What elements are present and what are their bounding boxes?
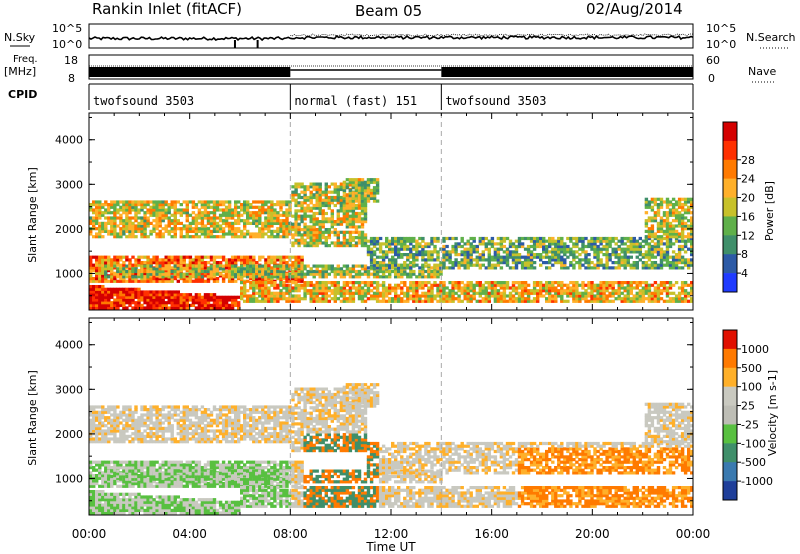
nave-label: Nave [748,65,776,78]
x-axis-ticks: 00:00 04:00 08:00 12:00 16:00 20:00 00:00 [72,113,711,541]
velocity-axes: 1000 2000 3000 4000 [55,321,693,502]
frequency-trace [89,65,693,77]
x-tick-label: 04:00 [172,527,207,541]
cpid-row: twofsound 3503 normal (fast) 151 twofsound… [88,84,694,110]
freq-band-1 [89,67,291,77]
colorbar-swatch [723,122,737,142]
beam-title: Beam 05 [355,2,422,20]
x-tick-label: 20:00 [575,527,610,541]
y-tick-label: 1000 [55,267,83,280]
x-tick-label: 08:00 [273,527,308,541]
colorbar-tick: 28 [741,154,755,167]
colorbar-swatch [723,348,737,369]
colorbar-swatch [723,330,737,350]
colorbar-tick: 4 [741,267,748,280]
y-tick-label: 3000 [55,178,83,191]
colorbar-tick: 12 [741,229,755,242]
x-axis-label: Time UT [365,540,416,554]
cpid-segment-2: twofsound 3503 [445,94,546,108]
noise-tick-top-right: 10^5 [706,22,736,35]
colorbar-tick: -1000 [741,475,773,488]
y-tick-label: 2000 [55,428,83,441]
velocity-colorbar: 1000 500 100 25 -25 -100 -500 -1000 [722,329,773,501]
nsky-trace [88,34,694,42]
colorbar-tick: 16 [741,210,755,223]
cpid-segment-1: normal (fast) 151 [294,94,417,108]
power-heatmap-cells [89,113,694,310]
x-tick-label: 12:00 [374,527,409,541]
noise-tick-bottom-right: 10^0 [706,38,736,51]
cpid-label: CPID [8,88,37,101]
colorbar-tick: 100 [741,381,762,394]
colorbar-swatch [723,178,737,198]
colorbar-swatch [723,405,737,425]
nsearch-label: N.Search [746,31,796,44]
colorbar-tick: -100 [741,437,766,450]
colorbar-tick: 25 [741,400,755,413]
power-colorbar: 4 8 12 16 20 24 28 [722,121,755,293]
colorbar-swatch [723,197,737,217]
noise-tick-bottom-left: 10^0 [52,38,82,51]
colorbar-swatch [723,424,737,444]
power-ylabel: Slant Range [km] [26,167,39,263]
x-tick-label: 00:00 [676,527,711,541]
colorbar-swatch [723,159,737,179]
colorbar-tick: -500 [741,456,766,469]
y-tick-label: 3000 [55,383,83,396]
freq-label: Freq. [13,54,38,65]
colorbar-tick: 8 [741,248,748,261]
x-tick-label: 00:00 [72,527,107,541]
noise-panel [88,23,694,49]
colorbar-tick: 20 [741,192,755,205]
colorbar-tick: 1000 [741,343,769,356]
cpid-segment-0: twofsound 3503 [93,94,194,108]
velocity-ylabel: Slant Range [km] [26,370,39,466]
nsearch-trace [290,33,694,37]
station-title: Rankin Inlet (fitACF) [92,0,242,18]
colorbar-tick: -25 [741,418,759,431]
colorbar-swatch [723,140,737,161]
y-tick-label: 1000 [55,472,83,485]
nave-tick-top: 60 [706,54,720,67]
colorbar-tick: 500 [741,362,762,375]
colorbar-swatch [723,273,737,293]
y-tick-label: 2000 [55,223,83,236]
colorbar-swatch [723,235,737,255]
nave-tick-bottom: 0 [708,72,715,85]
colorbar-swatch [723,386,737,406]
freq-tick-bottom: 8 [68,72,75,85]
y-tick-label: 4000 [55,134,83,147]
date-title: 02/Aug/2014 [586,0,683,18]
power-axes: 1000 2000 3000 4000 [55,116,693,297]
noise-tick-top-left: 10^5 [52,22,82,35]
colorbar-swatch [723,462,737,482]
y-tick-label: 4000 [55,339,83,352]
colorbar-swatch [723,443,737,463]
freq-unit: [MHz] [4,65,36,78]
nsky-label: N.Sky [4,31,36,44]
power-colorbar-label: Power [dB] [763,181,776,241]
colorbar-swatch [723,481,737,501]
freq-band-3 [441,67,693,77]
velocity-colorbar-label: Velocity [m s-1] [766,370,779,456]
colorbar-swatch [723,216,737,236]
colorbar-tick: 24 [741,173,755,186]
colorbar-swatch [723,254,737,274]
velocity-heatmap-cells [89,318,694,515]
x-tick-label: 16:00 [474,527,509,541]
noise-traces [88,33,694,48]
colorbar-swatch [723,367,737,387]
freq-tick-top: 18 [64,54,78,67]
